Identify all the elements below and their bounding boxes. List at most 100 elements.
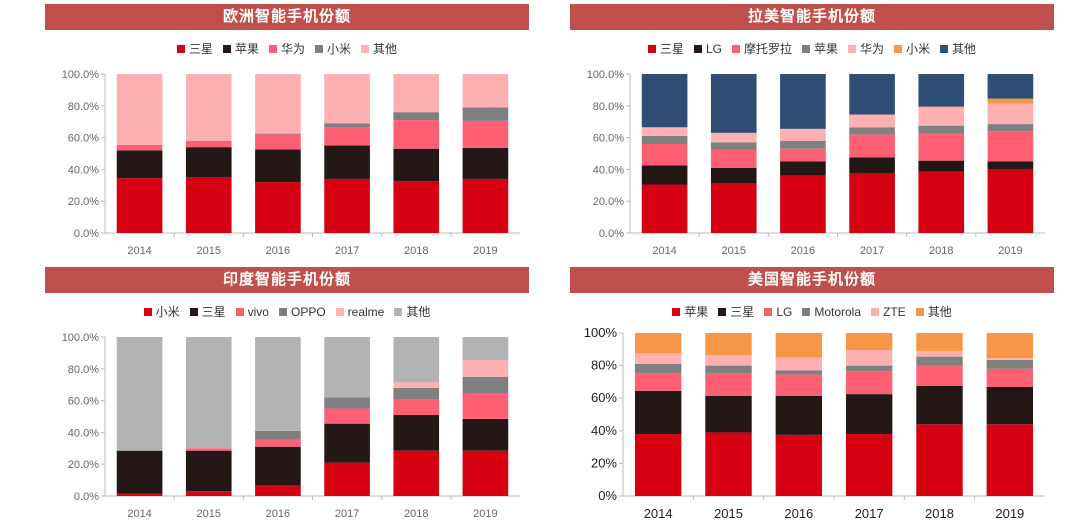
bar-segment — [987, 74, 1034, 99]
bar-segment — [634, 434, 682, 496]
bar-segment — [462, 360, 509, 377]
legend-item: 小米 — [315, 40, 351, 57]
bar-segment — [255, 485, 301, 496]
bar-segment — [185, 337, 232, 449]
bar-segment — [918, 133, 965, 161]
bar-segment — [775, 395, 823, 435]
bar-segment — [987, 103, 1034, 125]
y-tick-label: 60.0% — [68, 133, 99, 145]
y-tick-label: 40.0% — [68, 427, 99, 439]
bar-segment — [116, 450, 163, 494]
bar-segment — [987, 169, 1034, 233]
bar-segment — [324, 462, 370, 496]
bar-segment — [775, 370, 823, 375]
x-tick-label: 2019 — [473, 508, 497, 520]
legend: 小米 三星 vivo OPPO realme 其他 — [45, 303, 529, 320]
x-tick-label: 2017 — [335, 508, 359, 520]
bar-segment — [185, 177, 232, 233]
bar-segment — [462, 178, 509, 233]
chart-title: 美国智能手机份额 — [570, 267, 1054, 293]
legend-item: 三星 — [718, 303, 754, 320]
legend-swatch — [672, 308, 681, 316]
legend-label: 苹果 — [234, 42, 259, 56]
bar-segment — [116, 493, 163, 496]
x-tick-label: 2018 — [929, 245, 953, 257]
x-tick-label: 2015 — [197, 245, 221, 257]
bar-segment — [918, 74, 965, 107]
bar-segment — [324, 123, 370, 128]
bar-segment — [324, 423, 370, 463]
bar-segment — [255, 134, 301, 150]
y-tick-label: 0% — [598, 488, 617, 503]
y-tick-label: 100.0% — [62, 69, 100, 81]
bar-segment — [393, 337, 440, 383]
chart-title: 印度智能手机份额 — [45, 267, 529, 293]
x-tick-label: 2015 — [722, 245, 746, 257]
bar-segment — [324, 127, 370, 146]
bar-segment — [393, 387, 440, 400]
bar-segment — [845, 434, 893, 496]
bar-segment — [393, 181, 440, 233]
bar-segment — [255, 133, 301, 135]
bar-segment — [710, 183, 757, 233]
y-tick-label: 20% — [591, 455, 617, 470]
x-tick-label: 2014 — [644, 506, 673, 521]
bar-segment — [705, 365, 752, 373]
bar-segment — [780, 128, 826, 141]
bar-segment — [116, 337, 163, 451]
bar-segment — [849, 127, 895, 135]
legend-swatch — [871, 308, 880, 316]
bar-segment — [780, 148, 826, 162]
bar-segment — [116, 178, 163, 233]
bar-segment — [462, 74, 509, 108]
x-tick-label: 2018 — [404, 508, 428, 520]
europe-chart-panel: 欧洲智能手机份额 三星 苹果 华为 小米 其他 0.0% 20.0% 40.0% 60.0% 80.… — [45, 4, 529, 262]
x-tick-label: 2014 — [127, 508, 151, 520]
legend-label: 三星 — [201, 305, 226, 319]
x-tick-label: 2015 — [197, 508, 221, 520]
legend: 苹果 三星 LG Motorola ZTE 其他 — [570, 303, 1054, 320]
bar-segment — [116, 144, 163, 151]
legend-swatch — [647, 45, 656, 53]
bar-segment — [916, 385, 963, 425]
bar-segment — [849, 134, 895, 158]
legend-label: LG — [776, 305, 793, 319]
legend-label: 华为 — [860, 42, 885, 56]
legend-swatch — [915, 308, 924, 316]
x-tick-label: 2016 — [266, 245, 290, 257]
legend-label: 其他 — [406, 305, 431, 319]
bar-segment — [849, 173, 895, 233]
x-tick-label: 2016 — [784, 506, 813, 521]
x-tick-label: 2016 — [791, 245, 815, 257]
legend-swatch — [189, 308, 198, 316]
bar-segment — [775, 333, 823, 358]
legend-swatch — [222, 45, 231, 53]
bar-segment — [324, 74, 370, 124]
bar-segment — [849, 114, 895, 128]
legend-swatch — [278, 308, 287, 316]
bar-segment — [116, 74, 163, 145]
bar-segment — [393, 382, 440, 388]
legend-item: 其他 — [394, 303, 430, 320]
legend-label: 其他 — [373, 42, 398, 56]
x-tick-label: 2015 — [714, 506, 743, 521]
legend-item: vivo — [235, 305, 269, 319]
x-tick-label: 2019 — [998, 245, 1022, 257]
bar-segment — [987, 131, 1034, 162]
bar-segment — [845, 350, 893, 366]
y-tick-label: 40% — [591, 423, 617, 438]
bar-segment — [185, 491, 232, 496]
y-tick-label: 60.0% — [593, 133, 624, 145]
bar-segment — [641, 143, 688, 166]
bar-segment — [634, 363, 682, 373]
bar-segment — [255, 74, 301, 134]
bar-segment — [710, 167, 757, 184]
y-tick-label: 60.0% — [68, 396, 99, 408]
legend-swatch — [801, 45, 810, 53]
bar-segment — [324, 397, 370, 409]
bar-segment — [986, 368, 1034, 387]
bar-segment — [634, 353, 682, 364]
legend-label: 小米 — [155, 305, 180, 319]
legend-swatch — [718, 308, 727, 316]
legend: 三星 苹果 华为 小米 其他 — [45, 40, 529, 57]
